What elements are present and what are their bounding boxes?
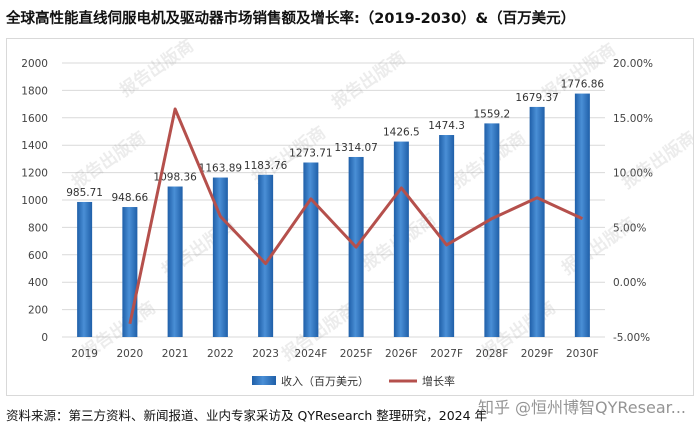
x-tick-label: 2021 (162, 348, 189, 360)
y-right-tick-label: -5.00% (613, 332, 650, 344)
legend-line-label: 增长率 (422, 374, 455, 388)
bar-value-label: 1273.71 (289, 148, 332, 160)
x-tick-label: 2029F (521, 348, 554, 360)
bar (212, 177, 228, 337)
y-left-tick-label: 1000 (21, 195, 48, 207)
x-tick-label: 2030F (566, 348, 599, 360)
y-left-tick-label: 1200 (21, 168, 48, 180)
y-left-tick-label: 1400 (21, 140, 48, 152)
source-note: 资料来源：第三方资料、新闻报道、业内专家采访及 QYResearch 整理研究，… (6, 408, 488, 423)
bar (574, 93, 590, 337)
y-right-tick-label: 20.00% (613, 58, 653, 70)
bar-value-label: 1098.36 (153, 172, 197, 184)
legend-bar-swatch (252, 376, 276, 385)
y-right-tick-label: 5.00% (613, 222, 646, 234)
x-tick-label: 2024F (294, 348, 327, 360)
bar (303, 162, 319, 337)
growth-rate-line (128, 107, 584, 325)
bar-value-label: 1314.07 (334, 142, 377, 154)
bar-value-label: 1426.5 (383, 127, 420, 139)
y-left-tick-label: 600 (28, 250, 48, 262)
y-right-tick-label: 0.00% (613, 277, 646, 289)
watermark-text: 报告出版商 (68, 127, 150, 193)
chart-title: 全球高性能直线伺服电机及驱动器市场销售额及增长率:（2019-2030）&（百万… (6, 11, 576, 27)
bar-value-label: 1559.2 (474, 108, 511, 120)
y-left-tick-label: 1800 (21, 85, 48, 97)
chart-container: 0 200 400 600 800 1000 1200 1400 1600 1800 2000 -5.… (6, 38, 694, 396)
x-tick-label: 2023 (252, 348, 279, 360)
bar-value-label: 985.71 (66, 187, 103, 199)
site-watermark: 知乎 @恒州博智QYResear... (477, 398, 686, 417)
bar-value-label: 1776.86 (561, 79, 605, 91)
bar (393, 141, 409, 337)
y-left-tick-label: 400 (28, 277, 48, 289)
watermark-text: 报告出版商 (116, 39, 198, 101)
bar-value-label: 1163.89 (199, 163, 242, 175)
bar (258, 174, 274, 337)
y-left-tick-label: 1600 (21, 113, 48, 125)
x-tick-label: 2022 (207, 348, 234, 360)
bar (167, 186, 183, 337)
bar (439, 135, 455, 337)
x-tick-label: 2027F (430, 348, 463, 360)
watermark-text: 报告出版商 (618, 127, 693, 193)
y-left-tick-label: 0 (41, 332, 48, 344)
legend-bar-label: 收入（百万美元） (281, 374, 369, 388)
chart-canvas: 0 200 400 600 800 1000 1200 1400 1600 1800 2000 -5.… (21, 39, 693, 388)
x-tick-label: 2025F (340, 348, 373, 360)
bar-value-label: 1474.3 (428, 120, 465, 132)
x-tick-label: 2019 (71, 348, 98, 360)
bar (484, 123, 500, 337)
bar-value-label: 1679.37 (515, 92, 558, 104)
watermark-text: 报告出版商 (328, 47, 410, 113)
watermark-text: 报告出版商 (558, 213, 640, 279)
bar (529, 106, 545, 338)
y-right-tick-label: 15.00% (613, 113, 653, 125)
y-left-tick-label: 2000 (21, 58, 48, 70)
y-right-tick-label: 10.00% (613, 168, 653, 180)
x-tick-label: 2026F (385, 348, 418, 360)
x-tick-label: 2020 (117, 348, 144, 360)
y-left-tick-label: 800 (28, 222, 48, 234)
bar-value-label: 948.66 (112, 192, 149, 204)
x-tick-label: 2028F (475, 348, 508, 360)
bar-value-label: 1183.76 (244, 160, 288, 172)
bar (77, 201, 93, 337)
y-left-tick-label: 200 (28, 305, 48, 317)
